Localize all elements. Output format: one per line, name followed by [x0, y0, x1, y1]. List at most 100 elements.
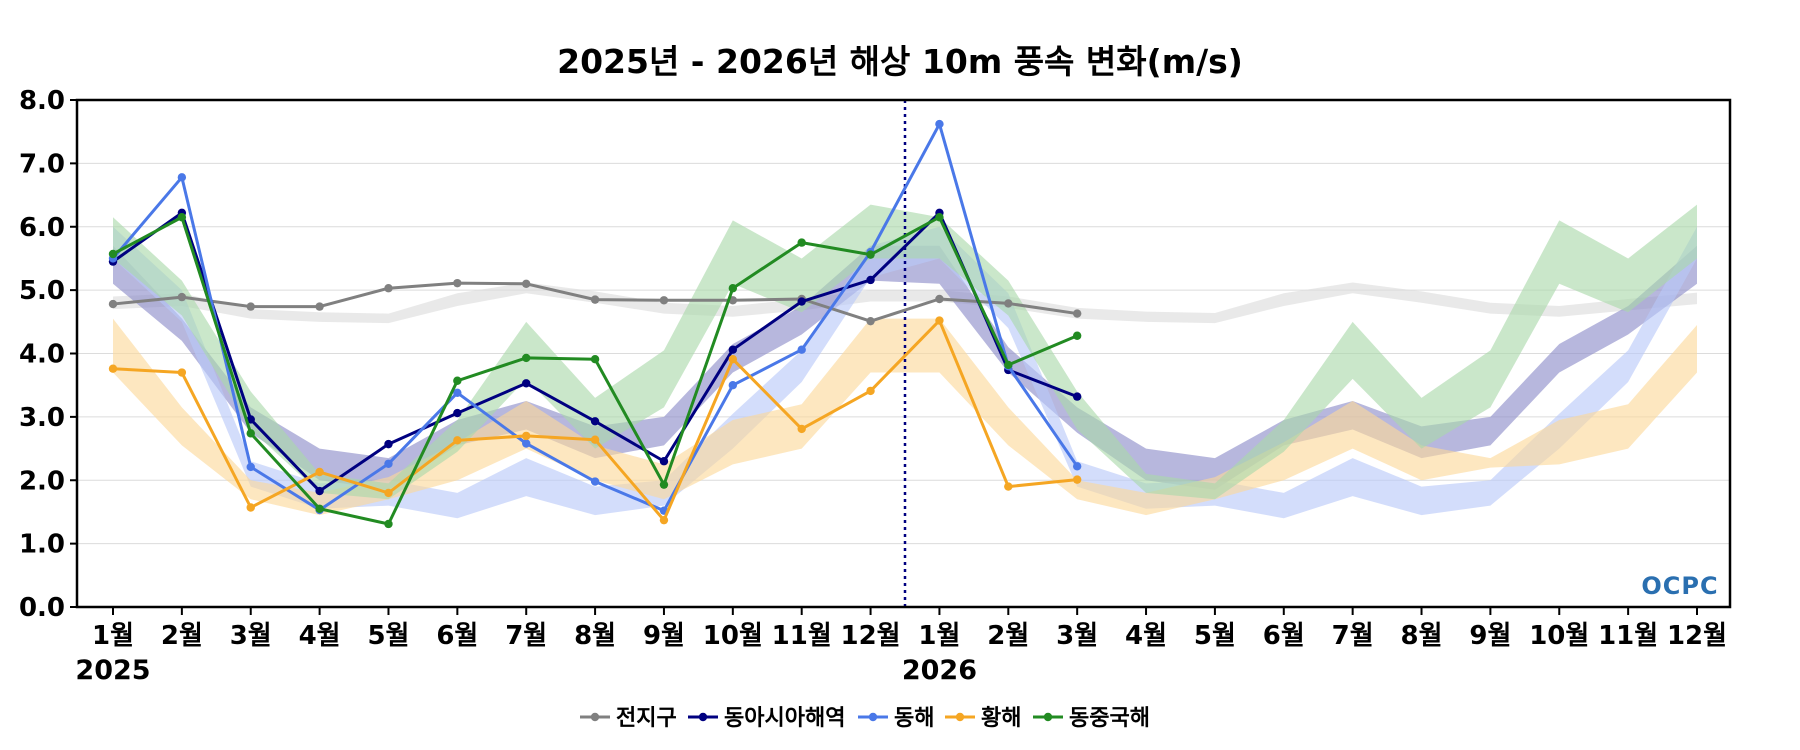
series-1: [108, 208, 1082, 496]
x-tick-label-9: 10월: [703, 621, 763, 651]
series-3-point-3: [315, 467, 324, 477]
series-2-point-12: [935, 119, 944, 129]
series-4-point-10: [797, 238, 806, 247]
x-tick-label-19: 8월: [1401, 621, 1443, 651]
series-0-point-13: [1004, 299, 1013, 308]
series-4-point-3: [315, 504, 324, 513]
series-4-point-13: [1004, 360, 1013, 370]
series-2-point-14: [1072, 462, 1082, 471]
x-tick-label-5: 6월: [436, 621, 478, 651]
x-tick-label-22: 11월: [1598, 621, 1658, 651]
series-0-point-5: [453, 278, 462, 288]
legend-label-0: 전지구: [616, 706, 677, 731]
series-4-point-12: [935, 213, 944, 222]
series-3: [108, 316, 1082, 525]
series-2-point-7: [590, 477, 600, 486]
x-axis-ticks: 1월 2월 3월 4월 5월 6월 7월 8월 9월 10월 11월 12월 1월 2월 3월 4월 5월 6월 7…: [92, 607, 1727, 651]
series-4-point-0: [108, 249, 118, 259]
band-0: [113, 282, 1697, 324]
x-tick-label-14: 3월: [1056, 621, 1098, 651]
y-tick-label-0: 0.0: [19, 593, 65, 623]
series-3-point-4: [384, 488, 393, 498]
legend: 전지구 동아시아해역 동해 황해 동중국해: [580, 706, 1150, 731]
x-tick-label-18: 7월: [1332, 621, 1374, 651]
year-labels: 2025 2026: [75, 655, 977, 686]
series-0-point-1: [177, 292, 187, 302]
legend-marker-0: [590, 712, 600, 722]
series-4-point-1: [177, 213, 187, 222]
series-0-point-7: [590, 295, 600, 304]
chart-title: 2025년 - 2026년 해상 10m 풍속 변화(m/s): [557, 42, 1243, 81]
x-tick-label-13: 2월: [987, 621, 1029, 651]
series-4-point-11: [866, 250, 875, 259]
legend-label-2: 동해: [894, 706, 934, 731]
y-tick-label-3: 3.0: [19, 403, 65, 433]
series-4-point-4: [384, 519, 393, 529]
x-tick-label-0: 1월: [92, 621, 134, 651]
series-4-point-9: [728, 284, 738, 293]
x-tick-label-7: 8월: [574, 621, 616, 651]
y-tick-label-2: 2.0: [19, 466, 65, 496]
x-tick-label-2: 3월: [230, 621, 272, 651]
x-tick-label-15: 4월: [1125, 621, 1167, 651]
series-3-point-8: [659, 515, 669, 525]
x-tick-label-6: 7월: [505, 621, 547, 651]
series-3-point-2: [246, 503, 255, 512]
series-3-point-9: [728, 355, 738, 364]
year-label-1: 2026: [902, 655, 977, 686]
series-0-point-4: [384, 284, 393, 293]
legend-label-3: 황해: [981, 706, 1021, 731]
x-tick-label-8: 9월: [643, 621, 685, 651]
series-4-point-14: [1072, 331, 1082, 340]
series-1-point-11: [866, 275, 875, 285]
legend-item-0: 전지구: [580, 706, 677, 731]
y-tick-label-5: 5.0: [19, 276, 65, 306]
series-4-point-7: [590, 355, 600, 364]
series-3-point-10: [797, 424, 806, 434]
series-4-point-8: [659, 480, 669, 489]
legend-label-4: 동중국해: [1069, 706, 1150, 731]
series-1-point-14: [1072, 392, 1082, 401]
series-1-point-9: [728, 345, 738, 354]
climatology-bands: [113, 204, 1697, 519]
x-tick-label-23: 12월: [1667, 621, 1727, 651]
series-1-point-10: [797, 297, 806, 306]
series-0-point-0: [108, 299, 118, 309]
x-tick-label-10: 11월: [772, 621, 832, 651]
series-0-point-14: [1072, 309, 1082, 318]
legend-item-2: 동해: [858, 706, 934, 731]
ocpc-logo: OCPC: [1641, 572, 1718, 600]
series-2-point-10: [797, 345, 806, 354]
series-3-point-11: [866, 386, 875, 396]
x-tick-label-12: 1월: [918, 621, 960, 651]
x-tick-label-11: 12월: [841, 621, 901, 651]
series-3-point-5: [453, 436, 462, 445]
series-3-point-13: [1004, 482, 1013, 491]
series-1-point-8: [659, 457, 669, 466]
series-2-point-2: [246, 462, 255, 472]
series-3-point-14: [1072, 475, 1082, 484]
series-0-point-2: [246, 302, 255, 311]
y-tick-label-6: 6.0: [19, 213, 65, 243]
series-0-point-11: [866, 316, 875, 326]
y-tick-label-8: 8.0: [19, 86, 65, 116]
legend-item-4: 동중국해: [1033, 706, 1150, 731]
series-0-point-6: [522, 279, 531, 288]
series-0-point-8: [659, 296, 669, 305]
x-tick-label-21: 10월: [1529, 621, 1589, 651]
x-tick-label-3: 4월: [299, 621, 341, 651]
series-4-point-6: [522, 353, 531, 363]
legend-marker-1: [698, 712, 708, 722]
legend-marker-3: [955, 712, 965, 722]
series-3-point-0: [108, 364, 118, 373]
x-tick-label-16: 5월: [1194, 621, 1236, 651]
series-4-point-2: [246, 429, 255, 438]
x-tick-label-4: 5월: [367, 621, 409, 651]
band-3: [113, 318, 1697, 516]
band-4: [113, 204, 1697, 500]
series-2-point-5: [453, 388, 462, 397]
series-lines: [108, 119, 1082, 529]
legend-item-3: 황해: [945, 706, 1021, 731]
y-tick-label-7: 7.0: [19, 149, 65, 179]
